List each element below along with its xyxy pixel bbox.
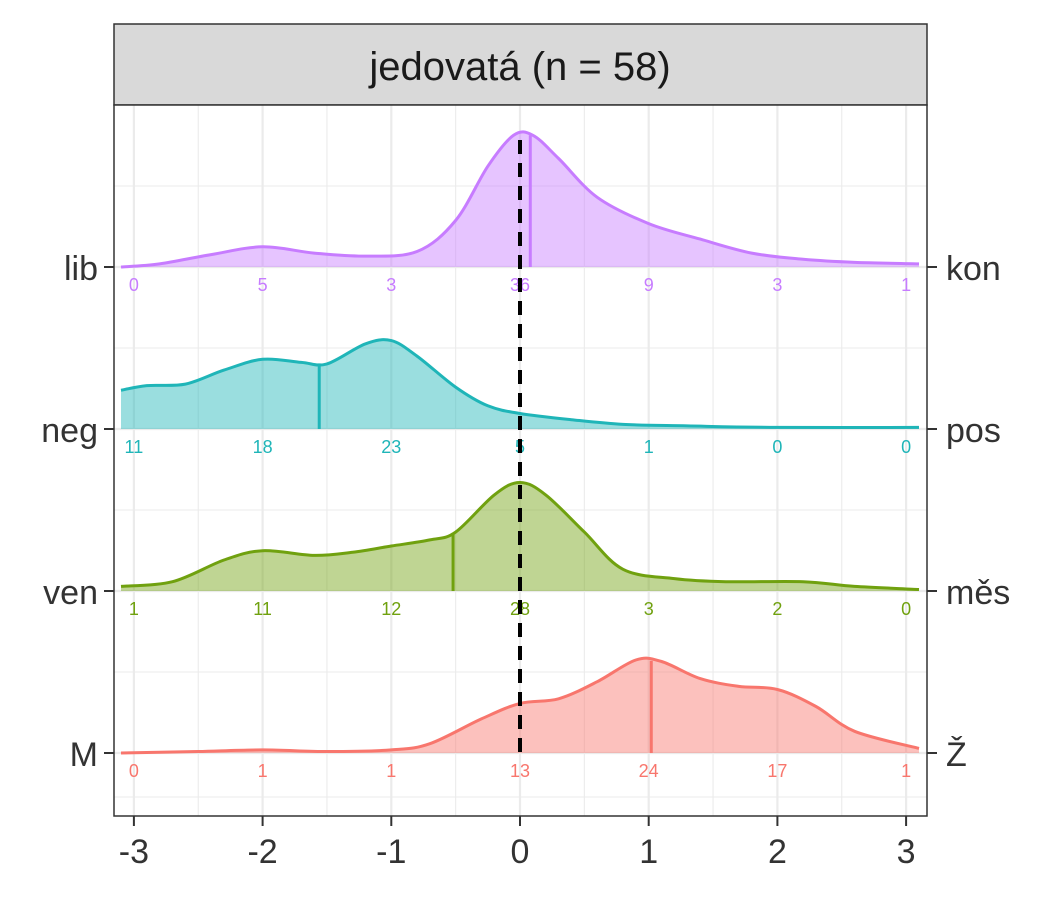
- count-label: 1: [901, 761, 911, 781]
- count-label: 1: [258, 761, 268, 781]
- count-label: 1: [901, 275, 911, 295]
- count-label: 17: [767, 761, 787, 781]
- x-tick-label: -3: [119, 833, 149, 871]
- y-label-left-M: M: [70, 736, 98, 774]
- facet-strip: [113, 23, 928, 106]
- density-line-ven: [120, 480, 920, 591]
- count-label: 11: [125, 437, 144, 457]
- count-label: 3: [644, 599, 654, 619]
- count-label: 9: [644, 275, 654, 295]
- count-label: 3: [772, 275, 782, 295]
- x-tick-label: 1: [639, 833, 658, 871]
- x-tick-label: -1: [376, 833, 406, 871]
- y-label-right: pos: [946, 412, 1001, 450]
- y-label-left-ven: ven: [43, 574, 98, 612]
- density-line-M: [120, 656, 920, 755]
- count-label: 0: [129, 761, 139, 781]
- y-label-right: měs: [946, 574, 1010, 612]
- count-label: 0: [129, 275, 139, 295]
- count-label: 1: [129, 599, 139, 619]
- y-label-right: Ž: [946, 736, 967, 774]
- x-tick-label: -2: [247, 833, 277, 871]
- facet-title: jedovatá (n = 58): [368, 45, 670, 89]
- y-label-right: kon: [946, 250, 1001, 288]
- count-label: 11: [253, 599, 272, 619]
- density-line-lib: [120, 130, 920, 269]
- count-label: 5: [258, 275, 268, 295]
- count-label: 3: [386, 275, 396, 295]
- y-label-left-neg: neg: [41, 412, 98, 450]
- count-label: 0: [901, 599, 911, 619]
- count-label: 0: [901, 437, 911, 457]
- count-label: 18: [253, 437, 273, 457]
- count-label: 1: [644, 437, 654, 457]
- x-tick-label: 2: [768, 833, 787, 871]
- count-label: 1: [386, 761, 396, 781]
- count-label: 2: [772, 599, 782, 619]
- count-label: 13: [510, 761, 530, 781]
- count-label: 24: [639, 761, 659, 781]
- count-label: 0: [772, 437, 782, 457]
- count-label: 12: [381, 599, 401, 619]
- count-label: 23: [381, 437, 401, 457]
- x-tick-label: 0: [511, 833, 530, 871]
- x-tick-label: 3: [897, 833, 916, 871]
- y-label-left-lib: lib: [64, 250, 98, 288]
- density-line-neg: [120, 338, 920, 430]
